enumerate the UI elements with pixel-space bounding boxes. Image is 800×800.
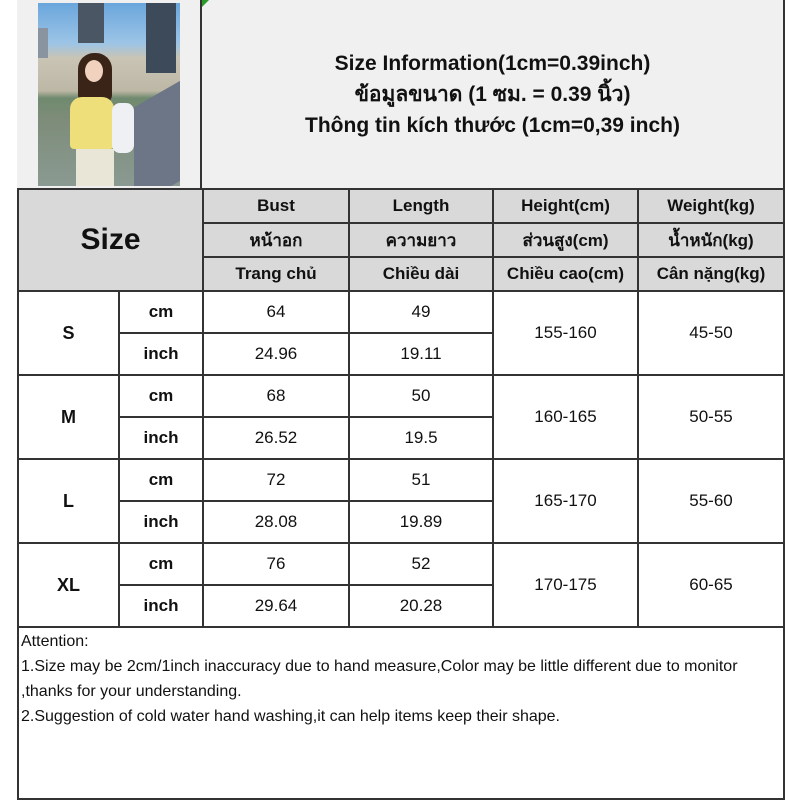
bust-inch-cell: 24.96 (202, 332, 350, 376)
unit-cell: cm (118, 542, 204, 586)
weight-cell: 50-55 (637, 374, 785, 460)
unit-cell: inch (118, 416, 204, 460)
model-photo (38, 3, 180, 186)
weight-cell: 45-50 (637, 290, 785, 376)
col-header-height-th: ส่วนสูง(cm) (492, 222, 639, 258)
size-cell: L (17, 458, 120, 544)
note-item: 1.Size may be 2cm/1inch inaccuracy due t… (21, 658, 738, 700)
length-inch-cell: 19.5 (348, 416, 494, 460)
unit-cell: cm (118, 374, 204, 418)
corner-marker (202, 0, 209, 7)
height-cell: 160-165 (492, 374, 639, 460)
height-cell: 165-170 (492, 458, 639, 544)
table-row-inch: inch 28.08 19.89 (18, 500, 784, 544)
col-header-weight-vi: Cân nặng(kg) (637, 256, 785, 292)
unit-cell: inch (118, 332, 204, 376)
col-header-length: Length (348, 188, 494, 224)
bust-cm-cell: 68 (202, 374, 350, 418)
size-table: Size Bust Length Height(cm) Weight(kg) ห… (17, 188, 785, 628)
unit-cell: cm (118, 290, 204, 334)
header-row-th: หน้าอก ความยาว ส่วนสูง(cm) น้ำหนัก(kg) (18, 222, 785, 258)
table-row-inch: inch 26.52 19.5 (18, 416, 784, 460)
length-cm-cell: 52 (348, 542, 494, 586)
table-row-inch: inch 29.64 20.28 (18, 584, 784, 628)
col-header-bust: Bust (202, 188, 350, 224)
size-cell: XL (17, 542, 120, 628)
col-header-weight-th: น้ำหนัก(kg) (637, 222, 785, 258)
bust-inch-cell: 28.08 (202, 500, 350, 544)
length-inch-cell: 19.89 (348, 500, 494, 544)
table-row-cm: XL cm 76 52 170-175 60-65 (17, 542, 785, 628)
length-cm-cell: 51 (348, 458, 494, 502)
length-cm-cell: 50 (348, 374, 494, 418)
height-cell: 170-175 (492, 542, 639, 628)
height-cell: 155-160 (492, 290, 639, 376)
bust-cm-cell: 64 (202, 290, 350, 334)
header-row-en: Size Bust Length Height(cm) Weight(kg) (17, 188, 785, 292)
note-item: 2.Suggestion of cold water hand washing,… (21, 708, 560, 725)
col-header-length-th: ความยาว (348, 222, 494, 258)
attention-notes: Attention: 1.Size may be 2cm/1inch inacc… (19, 629, 783, 729)
top-section: Size Information(1cm=0.39inch) ข้อมูลขนา… (17, 0, 783, 188)
bust-cm-cell: 76 (202, 542, 350, 586)
photo-cell (17, 0, 202, 188)
header-row-vi: Trang chủ Chiều dài Chiều cao(cm) Cân nặ… (18, 256, 785, 292)
length-cm-cell: 49 (348, 290, 494, 334)
length-inch-cell: 20.28 (348, 584, 494, 628)
size-header: Size (17, 188, 204, 292)
title-vi: Thông tin kích thước (1cm=0,39 inch) (305, 113, 680, 137)
col-header-bust-vi: Trang chủ (202, 256, 350, 292)
length-inch-cell: 19.11 (348, 332, 494, 376)
unit-cell: cm (118, 458, 204, 502)
col-header-bust-th: หน้าอก (202, 222, 350, 258)
title-block: Size Information(1cm=0.39inch) ข้อมูลขนา… (202, 0, 783, 188)
weight-cell: 60-65 (637, 542, 785, 628)
bust-inch-cell: 26.52 (202, 416, 350, 460)
col-header-height: Height(cm) (492, 188, 639, 224)
title-th: ข้อมูลขนาด (1 ซม. = 0.39 นิ้ว) (354, 82, 631, 106)
col-header-height-vi: Chiều cao(cm) (492, 256, 639, 292)
weight-cell: 55-60 (637, 458, 785, 544)
size-cell: S (17, 290, 120, 376)
notes-heading: Attention: (21, 633, 89, 650)
col-header-length-vi: Chiều dài (348, 256, 494, 292)
bust-cm-cell: 72 (202, 458, 350, 502)
size-cell: M (17, 374, 120, 460)
bust-inch-cell: 29.64 (202, 584, 350, 628)
unit-cell: inch (118, 584, 204, 628)
col-header-weight: Weight(kg) (637, 188, 785, 224)
unit-cell: inch (118, 500, 204, 544)
table-row-inch: inch 24.96 19.11 (18, 332, 784, 376)
title-en: Size Information(1cm=0.39inch) (334, 51, 651, 75)
